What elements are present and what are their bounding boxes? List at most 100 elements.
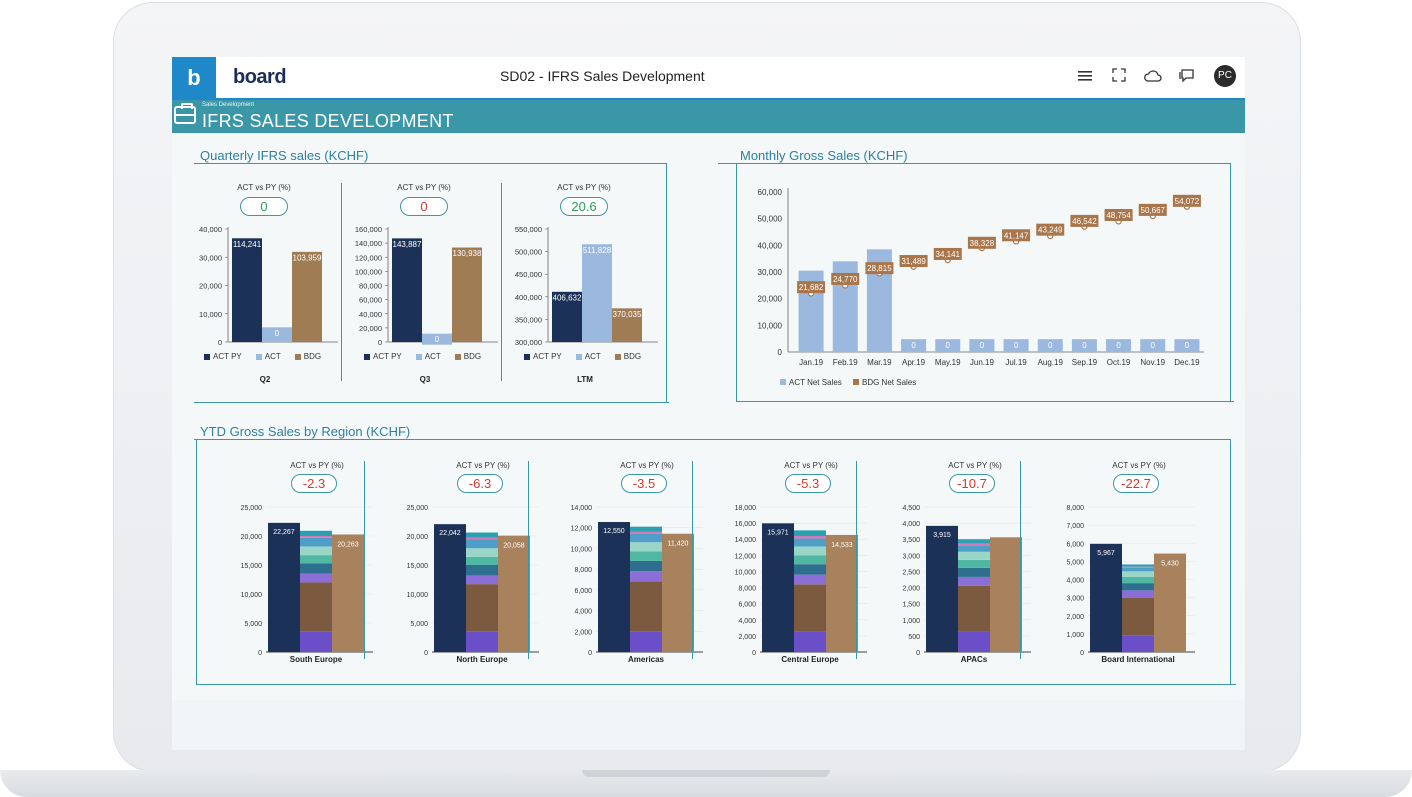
act-stack-segment [630, 531, 662, 534]
quarterly-kpi-value: 0 [240, 197, 288, 216]
act-py-bar [268, 522, 300, 652]
y-tick-label: 2,000 [902, 586, 920, 593]
bdg-label-box [899, 255, 928, 268]
quarterly-period-label: LTM [577, 375, 593, 384]
y-tick-label: 2,500 [902, 569, 920, 576]
menu-icon[interactable] [1075, 67, 1095, 87]
act-stack-segment [794, 530, 826, 536]
bdg-value-label: 43,249 [1038, 226, 1063, 235]
board-logo-icon[interactable]: b [172, 57, 216, 98]
y-tick-label: 4,000 [902, 521, 920, 528]
bar-label-box [262, 327, 292, 339]
act-stack-segment [466, 631, 498, 652]
chat-icon[interactable] [1177, 67, 1197, 87]
act-stack-segment [300, 631, 332, 652]
act-value-label: 0 [911, 341, 916, 350]
y-tick-label: 0 [378, 338, 382, 347]
y-tick-label: 12,000 [735, 553, 757, 560]
act-stack-segment [794, 538, 826, 547]
legend-label-bdg: BDG Net Sales [862, 378, 916, 387]
x-tick-label: Sep.19 [1072, 358, 1098, 367]
act-stack-segment [630, 526, 662, 532]
act-stack-segment [958, 585, 990, 632]
act-stack-segment [958, 543, 990, 546]
y-tick-label: 20,000 [758, 295, 783, 304]
legend-swatch [364, 353, 370, 360]
act-stack-segment [300, 563, 332, 574]
y-tick-label: 6,000 [574, 588, 592, 595]
y-tick-label: 0 [588, 650, 592, 657]
act-net-sales-bar [969, 339, 995, 352]
y-tick-label: 3,000 [902, 553, 920, 560]
legend-swatch [454, 353, 461, 360]
y-tick-label: 1,500 [902, 602, 920, 609]
bdg-value-label: 28,815 [867, 264, 892, 273]
act-stack-segment [630, 551, 662, 561]
act-value-label: 0 [1082, 341, 1087, 350]
regions-panel-right-border [1230, 439, 1231, 684]
region-chart: 0 5,000 10,000 15,000 20,000 25,000 22,267 20,2… [241, 505, 373, 657]
act-stack-segment [300, 573, 332, 583]
bdg-bar [662, 533, 694, 652]
y-tick-label: 30,000 [199, 253, 222, 262]
bar-label-box [582, 244, 612, 256]
act-net-sales-bar [1174, 339, 1200, 352]
bdg-value-label: 50,667 [1141, 206, 1166, 215]
region-chart: 0 500 1,000 1,500 2,000 2,500 3,000 3,500 4,000 4… [902, 505, 1031, 657]
quarterly-kpi-value: 20.6 [560, 197, 608, 216]
act-stack-segment [466, 565, 498, 576]
user-avatar[interactable]: PC [1214, 65, 1236, 87]
x-tick-label: Jun.19 [970, 358, 995, 367]
y-tick-label: 400,000 [515, 293, 542, 302]
bdg-label-box [797, 281, 826, 294]
y-tick-label: 30,000 [758, 268, 783, 277]
y-tick-label: 15,000 [407, 563, 429, 570]
quarterly-divider-2 [501, 183, 502, 381]
bar-value-label: 114,241 [233, 240, 262, 249]
act-stack-segment [1122, 566, 1154, 568]
act-stack-segment [1122, 564, 1154, 567]
act-py-bar [598, 522, 630, 652]
act-stack-segment [1122, 583, 1154, 591]
monthly-panel-rule [718, 163, 1230, 164]
y-tick-label: 10,000 [758, 321, 783, 330]
legend-swatch [204, 353, 210, 360]
y-tick-label: 10,000 [199, 310, 222, 319]
regions-panel-rule [194, 439, 1230, 440]
act-stack-segment [1122, 635, 1154, 652]
act-net-sales-bar [1106, 339, 1132, 352]
act-stack-segment [958, 545, 990, 552]
legend-label: BDG [623, 352, 642, 361]
bdg-label-box [1036, 223, 1065, 236]
legend-label: ACT PY [373, 352, 402, 361]
y-tick-label: 2,000 [738, 634, 756, 641]
x-tick-label: Nov.19 [1140, 358, 1165, 367]
legend-swatch-bdg [853, 379, 859, 385]
legend-item: ACT [575, 352, 601, 361]
breadcrumb[interactable]: Sales Development [202, 102, 255, 108]
act-stack-segment [300, 537, 332, 547]
bar-label-box [422, 333, 452, 345]
y-tick-label: 0 [916, 650, 920, 657]
legend-swatch [255, 353, 262, 360]
act-stack-segment [630, 581, 662, 632]
act-stack-segment [466, 532, 498, 538]
fullscreen-icon[interactable] [1109, 67, 1129, 87]
legend-swatch [524, 353, 530, 360]
legend-label: ACT PY [213, 352, 242, 361]
bdg-bar [498, 535, 530, 652]
bar-label-box [452, 247, 482, 259]
y-tick-label: 8,000 [574, 567, 592, 574]
cloud-icon[interactable] [1143, 67, 1163, 87]
region-kpi-value: -10.7 [949, 474, 995, 493]
brand-name: board [233, 66, 287, 88]
y-tick-label: 18,000 [735, 505, 757, 512]
act-stack-segment [794, 555, 826, 565]
act-net-sales-bar [935, 339, 961, 352]
legend-label: BDG [303, 352, 322, 361]
app-screen: b board SD02 - IFRS Sales Development PC… [172, 57, 1245, 700]
quarterly-kpi-label: ACT vs PY (%) [237, 183, 291, 192]
y-tick-label: 0 [424, 650, 428, 657]
x-tick-label: Jul.19 [1005, 358, 1027, 367]
monthly-gross-sales-chart: 0 10,000 20,000 30,000 40,000 50,000 60,000 21,… [758, 188, 1204, 387]
